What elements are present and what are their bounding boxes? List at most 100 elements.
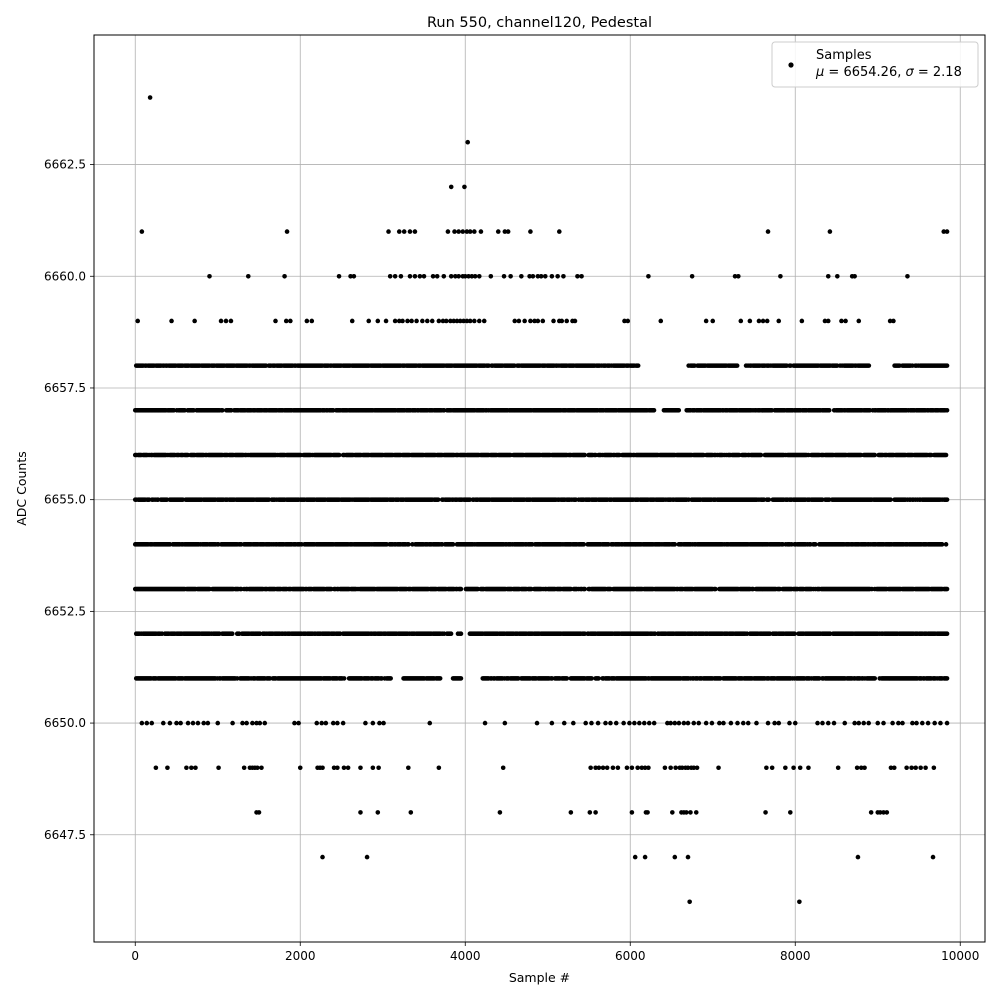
data-point: [858, 765, 864, 771]
data-point: [341, 765, 347, 771]
data-point: [629, 765, 635, 771]
data-point: [297, 765, 303, 771]
data-point: [593, 810, 598, 815]
data-point: [931, 765, 937, 771]
data-point: [792, 631, 797, 637]
data-point: [835, 765, 841, 771]
data-point: [703, 720, 709, 726]
data-point: [153, 765, 159, 771]
data-point: [685, 854, 691, 860]
data-point: [681, 720, 687, 726]
data-point: [866, 720, 871, 726]
data-point: [672, 720, 678, 726]
data-point: [900, 720, 905, 726]
data-point: [842, 720, 848, 726]
data-point: [144, 720, 150, 726]
data-point: [831, 720, 837, 726]
data-point: [195, 720, 201, 726]
data-point: [375, 810, 381, 815]
data-point: [370, 765, 376, 771]
data-point: [693, 810, 699, 815]
data-point: [925, 720, 931, 726]
data-point: [920, 720, 925, 726]
data-point: [582, 586, 588, 592]
data-point: [740, 720, 746, 726]
data-point: [458, 676, 464, 681]
data-point: [713, 586, 718, 592]
data-point: [568, 810, 574, 815]
data-point: [178, 720, 183, 726]
data-point: [679, 765, 685, 771]
data-point: [335, 720, 340, 726]
data-point: [745, 720, 751, 726]
data-point: [564, 676, 570, 681]
data-point: [604, 765, 610, 771]
data-point: [806, 765, 811, 771]
data-point: [613, 720, 619, 726]
data-point: [320, 765, 325, 771]
data-point: [500, 765, 506, 771]
data-point: [923, 765, 928, 771]
data-point: [323, 720, 329, 726]
data-point: [624, 765, 630, 771]
data-point: [450, 542, 456, 547]
data-point: [610, 765, 616, 771]
data-point: [872, 452, 878, 458]
data-point: [709, 720, 715, 726]
data-point: [250, 720, 255, 726]
data-point: [621, 720, 626, 726]
data-point: [388, 676, 393, 681]
data-point: [589, 676, 594, 681]
data-point: [381, 720, 386, 726]
data-point: [497, 810, 503, 815]
data-point: [909, 765, 914, 771]
data-point: [888, 497, 893, 502]
data-point: [502, 720, 508, 726]
data-point: [220, 408, 225, 413]
data-point: [358, 810, 363, 815]
data-point: [635, 765, 640, 771]
data-point: [632, 854, 638, 860]
data-point: [645, 810, 650, 815]
data-point: [665, 720, 670, 726]
data-point: [408, 810, 414, 815]
data-point: [583, 720, 588, 726]
data-point: [593, 765, 598, 771]
data-point: [904, 765, 909, 771]
data-point: [944, 631, 950, 637]
data-point: [582, 452, 588, 458]
data-point: [868, 810, 874, 815]
data-point: [772, 720, 777, 726]
data-point: [596, 765, 602, 771]
data-point: [330, 720, 336, 726]
data-point: [797, 765, 803, 771]
data-point: [688, 810, 693, 815]
data-point: [944, 676, 950, 681]
data-point: [910, 720, 915, 726]
data-point: [646, 765, 651, 771]
data-point: [891, 765, 897, 771]
data-point: [370, 720, 376, 726]
data-point: [189, 765, 194, 771]
data-point: [364, 854, 370, 860]
data-point: [754, 720, 759, 726]
data-point: [735, 720, 740, 726]
data-point: [149, 720, 155, 726]
data-point: [167, 720, 173, 726]
data-point: [691, 720, 697, 726]
data-point: [608, 720, 613, 726]
data-point: [589, 720, 594, 726]
data-point: [641, 720, 647, 726]
data-point: [435, 497, 441, 502]
data-point: [881, 810, 886, 815]
data-point: [629, 810, 635, 815]
data-point: [615, 765, 621, 771]
data-point: [406, 542, 411, 547]
data-point: [673, 765, 678, 771]
data-point: [292, 720, 297, 726]
data-point: [637, 720, 642, 726]
data-point: [769, 765, 775, 771]
data-point: [458, 586, 464, 592]
data-point: [595, 720, 601, 726]
data-point: [875, 720, 881, 726]
